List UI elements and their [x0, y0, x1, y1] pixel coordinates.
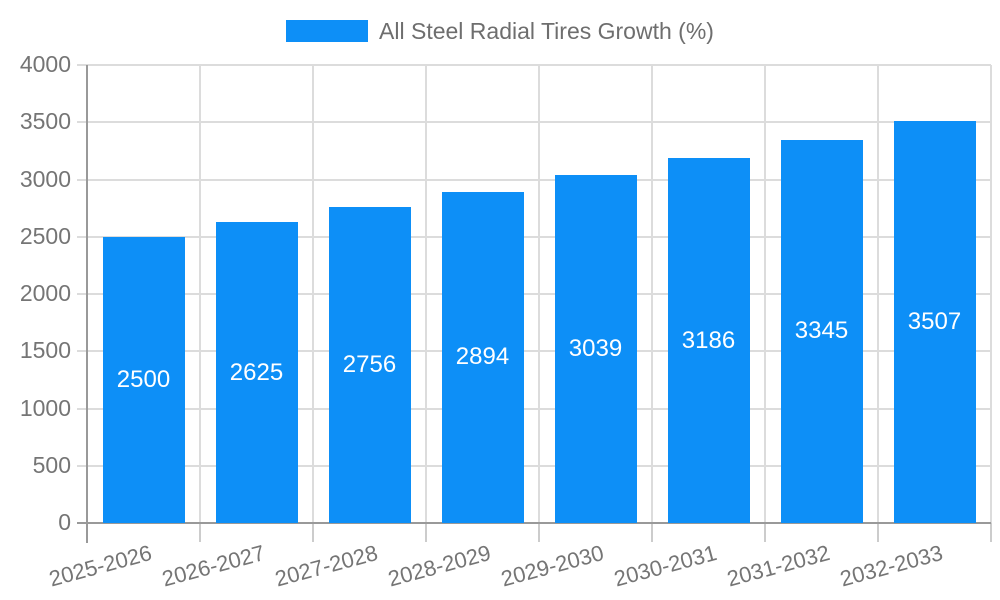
bar-value-label: 3039 [568, 335, 623, 362]
bar-value-label: 2625 [229, 358, 284, 386]
bar[interactable]: 2625 [215, 222, 298, 523]
y-tick-label: 1500 [19, 337, 71, 364]
x-tick [312, 523, 314, 542]
bar[interactable]: 3345 [780, 139, 863, 523]
bar-value-label: 3345 [794, 317, 849, 345]
y-tick [77, 64, 87, 66]
x-tick [764, 523, 766, 542]
bar[interactable]: 3039 [554, 175, 637, 523]
bar-value-label: 2894 [455, 343, 510, 371]
legend-swatch-icon [286, 20, 369, 42]
x-tick [425, 523, 427, 542]
x-tick-label: 2028-2029 [385, 540, 494, 592]
legend[interactable]: All Steel Radial Tires Growth (%) [0, 18, 1000, 44]
x-tick-label: 2030-2031 [611, 540, 720, 592]
x-gridline [538, 65, 540, 523]
y-tick-label: 1000 [19, 394, 71, 421]
x-tick-label: 2029-2030 [498, 540, 607, 592]
x-gridline [199, 65, 201, 523]
x-tick [651, 523, 653, 542]
y-tick-label: 0 [58, 509, 71, 535]
bar-value-label: 3507 [907, 308, 962, 336]
y-tick [77, 178, 87, 181]
bar[interactable]: 2756 [328, 207, 411, 523]
y-tick-label: 2000 [19, 280, 71, 306]
y-tick-label: 2500 [19, 222, 71, 249]
y-tick-label: 4000 [19, 51, 71, 77]
x-gridline [312, 65, 314, 523]
bar-value-label: 2500 [116, 365, 171, 393]
y-axis-line [86, 65, 88, 543]
y-tick [77, 407, 87, 410]
x-gridline [990, 65, 992, 523]
x-axis-line [77, 522, 991, 524]
y-tick [77, 350, 87, 353]
x-tick-label: 2031-2032 [724, 540, 833, 592]
x-tick-label: 2025-2026 [46, 540, 155, 592]
x-tick [877, 523, 879, 542]
x-tick-label: 2027-2028 [272, 540, 381, 592]
x-tick [538, 523, 540, 542]
bar[interactable]: 3186 [667, 158, 750, 523]
x-tick-label: 2032-2033 [837, 540, 946, 592]
x-tick [990, 523, 992, 542]
x-gridline [425, 65, 427, 523]
x-tick [199, 523, 201, 542]
y-tick-label: 500 [32, 451, 71, 478]
y-tick [77, 121, 87, 124]
x-gridline [764, 65, 766, 523]
x-gridline [651, 65, 653, 523]
bar[interactable]: 3507 [893, 121, 976, 523]
y-tick [77, 235, 87, 238]
bar[interactable]: 2500 [102, 236, 185, 523]
y-tick-label: 3500 [19, 108, 71, 135]
x-tick-label: 2026-2027 [159, 540, 268, 592]
legend-label: All Steel Radial Tires Growth (%) [379, 18, 714, 44]
x-gridline [877, 65, 879, 523]
bar[interactable]: 2894 [441, 191, 524, 523]
bar-value-label: 2756 [342, 351, 397, 379]
bar-value-label: 3186 [681, 326, 736, 354]
y-tick [77, 464, 87, 467]
y-tick [77, 293, 87, 295]
y-tick-label: 3000 [19, 165, 71, 192]
